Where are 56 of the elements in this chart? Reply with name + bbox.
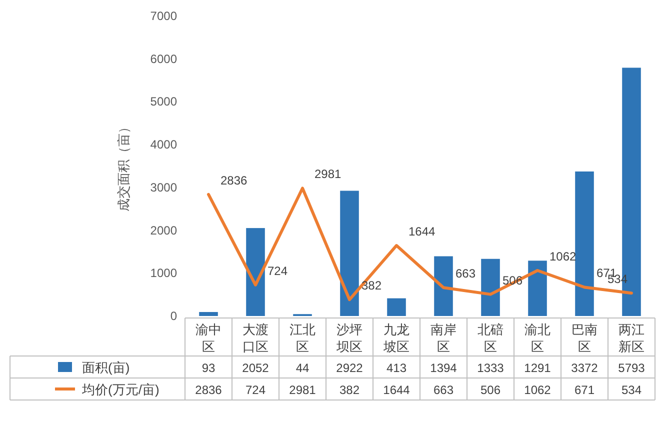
text: 663: [456, 266, 476, 281]
data-label: 506: [480, 383, 501, 397]
bar: [387, 298, 406, 316]
text: 1644: [408, 224, 436, 239]
data-label: 663: [433, 383, 454, 397]
line-series: [207, 186, 633, 302]
data-label: 534: [621, 383, 642, 397]
legend-label: 面积(亩): [82, 360, 130, 375]
data-label: 724: [245, 383, 266, 397]
x-tick-label: 江北区: [290, 322, 316, 354]
data-label: 93: [202, 361, 216, 375]
text: 724: [268, 264, 288, 278]
bar: [434, 256, 453, 316]
data-label: 3372: [571, 361, 598, 375]
y-tick-label: 1000: [150, 266, 178, 280]
y-tick-label: 2000: [150, 223, 178, 238]
data-label: 1394: [430, 361, 458, 375]
data-label: 1062: [524, 383, 552, 397]
y-tick-label: 4000: [150, 138, 178, 152]
data-label: 413: [386, 361, 407, 375]
x-tick-label: 两江新区: [618, 322, 644, 354]
bar: [199, 312, 218, 316]
data-label: 2922: [336, 361, 364, 375]
bar: [528, 260, 547, 316]
data-label: 1333: [477, 361, 504, 375]
legend-label: 均价(万元/亩): [81, 382, 160, 397]
y-tick-label: 7000: [150, 9, 178, 23]
y-axis-title: 成交面积（亩）: [116, 120, 131, 212]
data-label: 382: [339, 383, 360, 397]
x-tick-label: 沙坪坝区: [336, 322, 362, 354]
x-tick-label: 渝北区: [524, 322, 550, 354]
y-tick-label: 5000: [150, 94, 178, 109]
data-label: 2981: [289, 383, 316, 397]
bar: [481, 258, 500, 316]
data-label: 5793: [618, 361, 646, 375]
x-tick-label: 巴南区: [572, 322, 598, 354]
x-tick-label: 北碚区: [478, 322, 504, 354]
x-tick-label: 南岸区: [430, 322, 456, 354]
x-tick-label: 大渡口区: [242, 322, 268, 354]
bar: [246, 228, 265, 316]
data-label: 44: [296, 361, 310, 375]
data-label: 1291: [524, 361, 552, 375]
y-tick-label: 6000: [150, 52, 178, 66]
text: 382: [362, 278, 382, 293]
data-label: 671: [574, 383, 595, 397]
x-tick-label: 渝中区: [196, 322, 222, 354]
bar: [340, 190, 359, 316]
y-tick-label: 0: [170, 309, 178, 323]
data-label: 2836: [195, 383, 222, 397]
text: 2836: [220, 173, 248, 188]
data-label: 2052: [242, 361, 270, 375]
data-label: 1644: [383, 383, 410, 397]
text: 2981: [314, 167, 342, 182]
bar: [575, 171, 594, 316]
y-tick-label: 3000: [150, 180, 178, 194]
x-tick-label: 九龙坡区: [382, 322, 410, 354]
